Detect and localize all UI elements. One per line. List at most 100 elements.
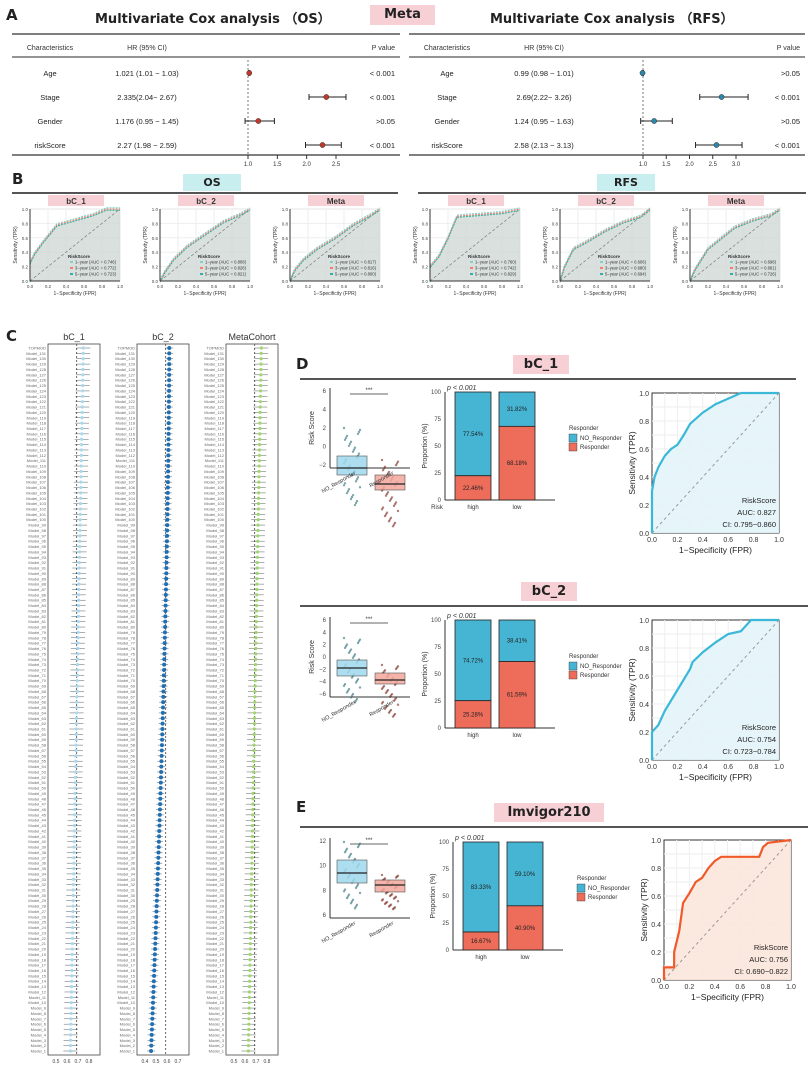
y-tick-label: 0.8 <box>22 221 29 226</box>
cindex-point <box>80 405 84 409</box>
model-label: Model_10 <box>206 1000 224 1005</box>
data-point <box>347 488 351 491</box>
cindex-point <box>71 893 75 897</box>
cindex-point <box>68 1038 73 1042</box>
x-tick-label: 0.0 <box>557 284 564 289</box>
cindex-point <box>252 727 256 731</box>
x-tick-label: 1.0 <box>774 764 784 771</box>
model-label: Model_84 <box>117 603 135 608</box>
model-label: Model_16 <box>117 968 135 973</box>
roc-curve <box>559 209 651 283</box>
divider <box>418 192 806 194</box>
model-label: Model_33 <box>28 877 46 882</box>
cindex-point <box>72 845 76 849</box>
cindex-point <box>251 802 255 806</box>
cindex-point <box>256 512 260 516</box>
cindex-point <box>158 786 163 791</box>
hr-point <box>255 118 262 124</box>
cindex-point <box>163 603 168 608</box>
data-point <box>352 448 356 451</box>
data-point <box>348 442 352 445</box>
model-label: Model_102 <box>115 506 136 511</box>
cindex-point <box>74 748 78 753</box>
cindex-point <box>81 362 85 366</box>
cindex-point <box>251 781 255 785</box>
cindex-point <box>254 609 259 613</box>
y-tick-label: 0.2 <box>651 950 661 957</box>
cindex-point <box>149 1038 154 1043</box>
cindex-point <box>153 925 158 930</box>
y-tick-label: 0.8 <box>639 419 649 426</box>
y-tick-label: 1.0 <box>422 207 429 212</box>
cindex-point <box>72 840 76 844</box>
model-label: Model_121 <box>26 405 47 410</box>
model-label: Model_82 <box>28 614 46 619</box>
bar-responder <box>506 905 544 951</box>
cindex-point <box>258 400 262 404</box>
cindex-point <box>154 898 159 903</box>
data-point <box>380 687 384 691</box>
legend-swatch <box>730 273 733 275</box>
legend-swatch <box>568 433 578 443</box>
model-label: Model_101 <box>204 512 225 517</box>
model-label: Model_87 <box>117 587 135 592</box>
bar-label-no-responder: 83.33% <box>471 885 492 891</box>
model-label: Model_107 <box>26 480 47 485</box>
cohort-label: Meta <box>727 197 746 206</box>
cindex-point <box>157 807 162 812</box>
model-label: Model_5 <box>209 1027 225 1032</box>
model-label: Model_31 <box>28 888 46 893</box>
cindex-point <box>164 544 169 549</box>
model-label: Model_55 <box>117 759 135 764</box>
data-point <box>388 894 392 898</box>
row-pvalue: >0.05 <box>781 69 800 78</box>
model-label: Model_38 <box>117 850 135 855</box>
model-label: Model_76 <box>117 646 135 651</box>
cindex-point <box>158 791 163 796</box>
model-label: Model_71 <box>28 673 46 678</box>
model-label: Model_93 <box>117 555 135 560</box>
x-tick-label: 0.2 <box>575 284 582 289</box>
model-label: Model_112 <box>116 453 136 458</box>
cindex-point <box>80 416 84 420</box>
model-label: Model_3 <box>31 1038 47 1043</box>
cindex-point <box>81 367 85 372</box>
cindex-point <box>259 346 263 350</box>
roc-curve <box>29 209 120 283</box>
model-label: Model_59 <box>28 737 46 742</box>
cindex-point <box>157 823 162 828</box>
cindex-point <box>165 523 170 528</box>
model-label: Model_96 <box>28 539 46 544</box>
model-label: Model_27 <box>28 909 46 914</box>
model-label: Model_131 <box>204 351 225 356</box>
data-point <box>380 702 384 705</box>
x-tick-label: 0.2 <box>175 284 182 289</box>
cindex-point <box>71 920 75 924</box>
cindex-point <box>71 915 75 919</box>
cindex-point <box>254 603 259 608</box>
cindex-point <box>78 528 82 533</box>
model-label: Model_128 <box>26 367 47 372</box>
model-label: Model_54 <box>117 764 135 769</box>
cindex-point <box>74 716 79 720</box>
model-label: Model_1 <box>31 1049 47 1054</box>
row-pvalue: >0.05 <box>781 117 800 126</box>
roc-curve <box>559 208 651 282</box>
model-label: Model_57 <box>117 748 135 753</box>
x-axis-label: 1−Specificity (FPR) <box>691 992 764 1002</box>
cindex-point <box>166 405 171 410</box>
cindex-column-bc_2: bC_2TOPMODModel_131Model_130Model_129Mod… <box>115 332 190 1065</box>
model-label: Model_122 <box>204 399 225 404</box>
model-label: Model_85 <box>28 598 46 603</box>
model-label: Model_117 <box>205 426 225 431</box>
model-label: Model_28 <box>206 904 224 909</box>
model-label: Model_73 <box>206 662 224 667</box>
cindex-column-bc_1: bC_1TOPMODModel_131Model_130Model_129Mod… <box>26 332 101 1065</box>
y-tick-label: 25 <box>434 699 441 705</box>
cindex-point <box>255 550 260 554</box>
bar-no-responder <box>506 841 544 907</box>
model-label: Model_22 <box>117 936 135 941</box>
y-tick-label: 0.8 <box>682 221 689 226</box>
cindex-point <box>153 930 158 935</box>
x-tick-label: 0.6 <box>735 984 745 991</box>
